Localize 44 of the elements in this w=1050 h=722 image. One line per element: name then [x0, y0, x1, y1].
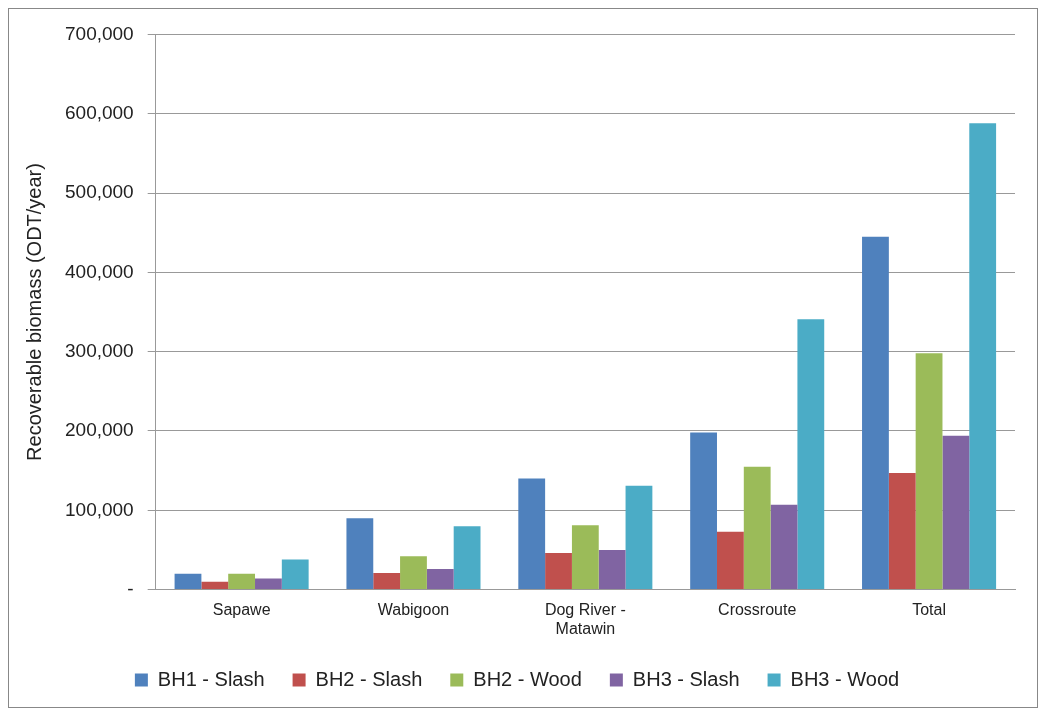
legend-label: BH1 - Slash: [157, 667, 265, 690]
bar: [453, 526, 481, 590]
bar: [571, 525, 599, 590]
legend-label: BH3 - Wood: [790, 667, 900, 690]
y-tick-label: 600,000: [64, 101, 134, 123]
y-tick-label: -: [127, 577, 134, 599]
x-tick-label: Crossroute: [718, 600, 797, 618]
bar: [426, 568, 454, 590]
bar: [770, 504, 798, 590]
bar: [690, 432, 717, 590]
y-tick-label: 400,000: [64, 260, 134, 282]
bar: [797, 319, 825, 590]
bar: [743, 466, 771, 590]
legend-label: BH2 - Wood: [473, 667, 582, 690]
legend-label: BH3 - Slash: [632, 667, 740, 690]
bar: [862, 236, 889, 590]
bar: [228, 573, 256, 590]
bar: [625, 485, 653, 590]
bar: [346, 518, 374, 590]
y-axis-title: Recoverable biomass (ODT/year): [22, 163, 45, 461]
bar: [915, 353, 943, 590]
x-tick-label: Sapawe: [212, 600, 271, 618]
bar: [174, 573, 202, 590]
bar: [598, 549, 626, 590]
bar: [281, 559, 309, 590]
legend-label: BH2 - Slash: [315, 667, 423, 690]
bar: [400, 556, 427, 590]
y-tick-label: 100,000: [64, 498, 134, 520]
bar: [888, 473, 916, 590]
bar: [201, 581, 229, 590]
bar: [942, 435, 970, 590]
x-tick-label: Dog River - Matawin: [544, 600, 626, 637]
bar: [255, 578, 282, 590]
y-tick-label: 500,000: [64, 181, 134, 203]
y-tick-label: 200,000: [64, 419, 134, 441]
y-tick-label: 300,000: [64, 339, 134, 361]
bar: [373, 572, 401, 590]
y-tick-label: 700,000: [64, 22, 134, 44]
bar: [518, 478, 546, 590]
x-tick-label: Wabigoon: [377, 600, 450, 618]
bar: [545, 553, 572, 590]
bar: [969, 123, 997, 590]
x-tick-label: Total: [912, 600, 946, 618]
bar: [716, 531, 744, 590]
